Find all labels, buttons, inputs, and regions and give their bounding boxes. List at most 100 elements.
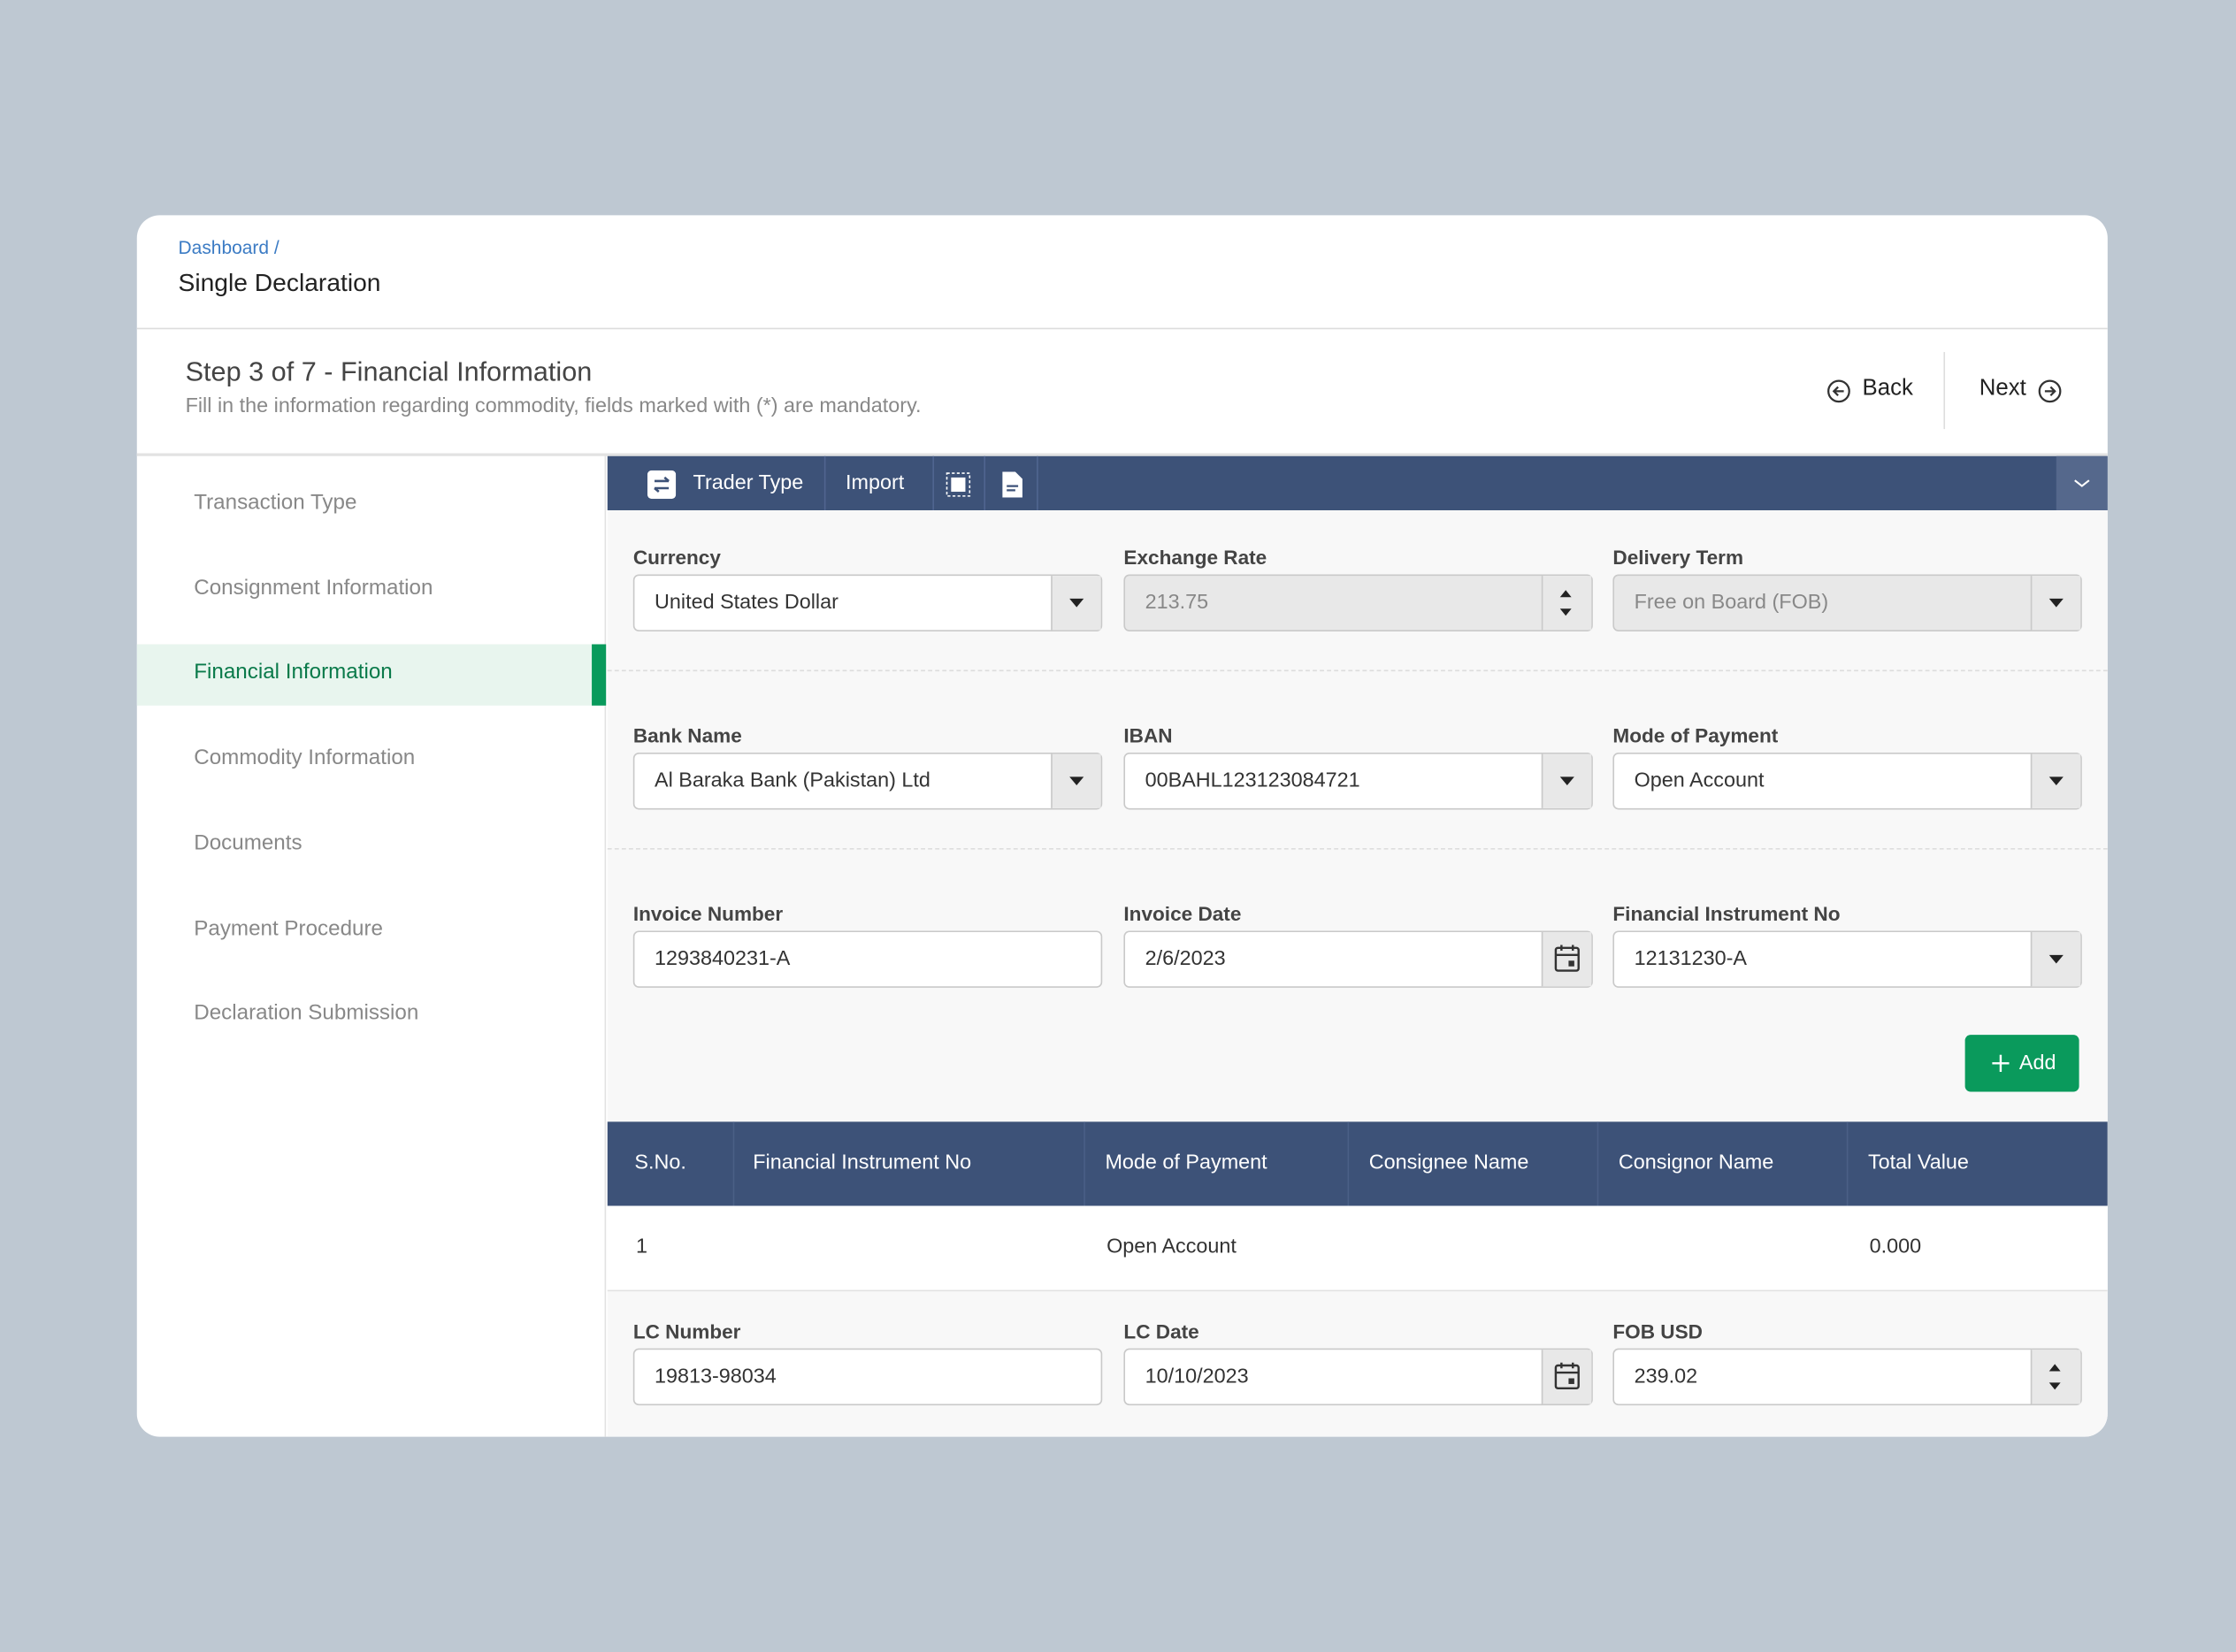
card: Dashboard / Single Declaration Step 3 of… — [136, 215, 2108, 1437]
table-header-cell: Financial Instrument No — [753, 1151, 972, 1175]
step-title: Step 3 of 7 - Financial Information — [185, 357, 593, 388]
input[interactable]: 19813-98034 — [632, 1348, 1103, 1406]
input-value: Free on Board (FOB) — [1634, 591, 1829, 615]
input-button[interactable] — [2030, 932, 2081, 987]
table-header-cell: S.No. — [634, 1151, 686, 1175]
input[interactable]: 239.02 — [1612, 1348, 2082, 1406]
input-value: 00BAHL123123084721 — [1145, 769, 1360, 793]
column-divider — [1084, 1121, 1085, 1206]
input-button[interactable] — [1541, 753, 1592, 808]
input-value: 2/6/2023 — [1145, 947, 1226, 971]
input[interactable]: 1293840231-A — [632, 930, 1103, 988]
divider — [1037, 455, 1038, 510]
separator — [607, 847, 2108, 850]
field-label: Financial Instrument No — [1612, 902, 1841, 925]
table-cell: Open Account — [1107, 1235, 1237, 1259]
add-label: Add — [2018, 1052, 2056, 1075]
sidebar-item[interactable]: Documents — [194, 830, 302, 855]
input-value: 239.02 — [1634, 1365, 1698, 1388]
next-button[interactable]: Next — [1979, 376, 2026, 401]
sidebar-item[interactable]: Declaration Submission — [194, 1000, 419, 1026]
input[interactable]: 2/6/2023 — [1123, 930, 1593, 988]
field-label: LC Date — [1123, 1319, 1199, 1343]
input-button — [2030, 576, 2081, 631]
table-header-cell: Total Value — [1867, 1151, 1969, 1175]
add-button[interactable]: Add — [1964, 1035, 2079, 1092]
column-divider — [1597, 1121, 1599, 1206]
input-value: 10/10/2023 — [1145, 1365, 1249, 1388]
field-label: Invoice Number — [632, 902, 784, 925]
field-label: LC Number — [632, 1319, 741, 1343]
back-button[interactable]: Back — [1862, 376, 1913, 401]
input-button[interactable] — [1051, 753, 1101, 808]
input[interactable]: United States Dollar — [632, 574, 1103, 631]
input-button[interactable] — [2030, 753, 2081, 808]
field-label: Exchange Rate — [1123, 546, 1267, 570]
input-value: Open Account — [1634, 769, 1765, 793]
input[interactable]: 10/10/2023 — [1123, 1348, 1593, 1406]
column-divider — [732, 1121, 735, 1206]
divider — [136, 453, 2108, 456]
sidebar-item[interactable]: Payment Procedure — [194, 915, 384, 940]
input-button[interactable] — [1541, 1350, 1592, 1404]
table-header — [607, 1121, 2108, 1206]
sidebar-active-bg — [136, 644, 607, 706]
divider — [932, 455, 934, 510]
sidebar-item[interactable]: Consignment Information — [194, 575, 433, 600]
field-label: Invoice Date — [1123, 902, 1242, 925]
table: S.No. Financial Instrument No Mode of Paym… — [607, 1121, 2108, 1292]
input-value: 12131230-A — [1634, 947, 1747, 971]
barcode-icon[interactable] — [946, 471, 971, 497]
import[interactable]: Import — [846, 471, 905, 495]
toolbar: Trader Type Import — [607, 455, 2108, 510]
table-cell: 0.000 — [1869, 1235, 1922, 1259]
step-subtitle: Fill in the information regarding commod… — [185, 394, 922, 418]
input-button[interactable] — [1541, 932, 1592, 987]
field-label: Currency — [632, 546, 721, 570]
input-value: United States Dollar — [654, 591, 838, 615]
divider — [984, 455, 986, 510]
input: Free on Board (FOB) — [1612, 574, 2082, 631]
input-button[interactable] — [1051, 576, 1101, 631]
input-value: Al Baraka Bank (Pakistan) Ltd — [654, 769, 930, 793]
document-icon[interactable] — [1001, 470, 1024, 499]
trader-type[interactable]: Trader Type — [693, 471, 804, 495]
field-label: Bank Name — [632, 723, 742, 747]
input-value: 19813-98034 — [654, 1365, 777, 1388]
swap-icon — [647, 470, 677, 500]
separator — [607, 669, 2108, 672]
page-title: Single Declaration — [178, 267, 381, 297]
breadcrumb-link[interactable]: Dashboard / — [178, 236, 280, 258]
input-value: 1293840231-A — [654, 947, 791, 971]
table-header-cell: Consignee Name — [1368, 1151, 1529, 1175]
field-label: IBAN — [1123, 723, 1173, 747]
input-value: 213.75 — [1145, 591, 1209, 615]
input-button[interactable] — [2030, 1350, 2081, 1404]
input[interactable]: 00BAHL123123084721 — [1123, 752, 1593, 810]
sidebar-item[interactable]: Transaction Type — [194, 490, 357, 515]
field-label: Delivery Term — [1612, 546, 1744, 570]
table-row — [607, 1205, 2108, 1292]
divider — [823, 455, 826, 510]
collapse-button[interactable] — [2056, 455, 2108, 510]
input[interactable]: Open Account — [1612, 752, 2082, 810]
divider — [604, 455, 607, 1437]
sidebar-item[interactable]: Financial Information — [194, 660, 393, 685]
divider — [136, 327, 2108, 330]
input[interactable]: 12131230-A — [1612, 930, 2082, 988]
divider — [1943, 352, 1946, 430]
table-cell: 1 — [636, 1235, 648, 1259]
field-label: FOB USD — [1612, 1319, 1703, 1343]
column-divider — [1347, 1121, 1350, 1206]
table-header-cell: Mode of Payment — [1105, 1151, 1267, 1175]
next-icon — [2038, 379, 2062, 403]
sidebar-item[interactable]: Commodity Information — [194, 746, 416, 770]
sidebar-active-bar — [592, 644, 607, 706]
input[interactable]: Al Baraka Bank (Pakistan) Ltd — [632, 752, 1103, 810]
back-icon — [1827, 379, 1850, 403]
column-divider — [1846, 1121, 1849, 1206]
input-button — [1541, 576, 1592, 631]
field-label: Mode of Payment — [1612, 723, 1779, 747]
